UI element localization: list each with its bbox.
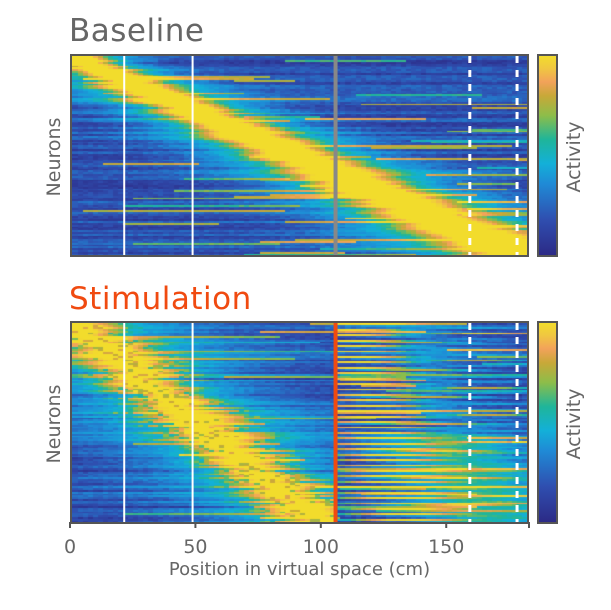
x-axis-ticks: 0 50 100 150 — [64, 522, 530, 558]
stimulation-y-axis-label: Neurons — [43, 384, 65, 464]
stimulation-colorbar — [537, 321, 558, 524]
stimulation-heatmap-cells — [72, 323, 527, 522]
stimulation-colorbar-label: Activity — [563, 388, 585, 460]
x-axis: 0 50 100 150 — [0, 522, 611, 610]
baseline-markers — [123, 56, 519, 255]
baseline-heatmap-cells — [72, 56, 527, 255]
baseline-colorbar — [537, 54, 558, 257]
x-tick-label: 100 — [303, 536, 339, 558]
baseline-title: Baseline — [69, 13, 205, 49]
x-tick-label: 0 — [64, 536, 76, 558]
x-axis-label: Position in virtual space (cm) — [168, 559, 431, 580]
baseline-heatmap — [70, 54, 529, 257]
stimulation-heatmap — [70, 321, 529, 524]
baseline-colorbar-label: Activity — [563, 121, 585, 193]
baseline-y-axis-label: Neurons — [43, 117, 65, 197]
x-tick-label: 50 — [183, 536, 207, 558]
x-tick-label: 150 — [428, 536, 464, 558]
stimulation-markers — [123, 323, 519, 522]
stimulation-title: Stimulation — [69, 281, 252, 317]
